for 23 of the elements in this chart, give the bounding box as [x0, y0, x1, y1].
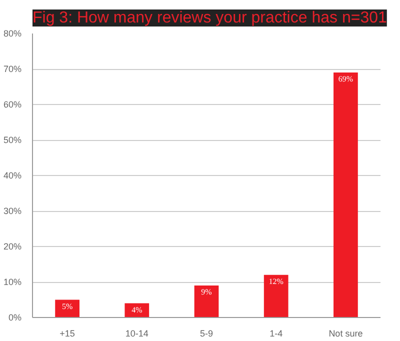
x-tick-label: 1-4 [270, 328, 283, 338]
data-label: 69% [338, 74, 354, 84]
x-tick-label: 10-14 [125, 328, 148, 338]
y-tick-label: 10% [3, 277, 22, 287]
bar [264, 274, 288, 318]
y-tick-label: 40% [3, 170, 22, 180]
x-tick-label: +15 [60, 328, 75, 338]
bar [194, 286, 219, 318]
data-label: 5% [62, 302, 73, 311]
y-tick-label: 60% [3, 100, 22, 110]
data-label: 12% [268, 276, 284, 286]
y-tick-label: 20% [3, 242, 22, 252]
data-label: 9% [201, 288, 212, 297]
chart-title: Fig 3: How many reviews your practice has n=301 [32, 10, 387, 26]
bar [334, 72, 358, 318]
data-label: 4% [132, 305, 143, 314]
y-tick-label: 50% [3, 135, 22, 145]
y-tick-label: 0% [8, 312, 22, 322]
x-tick-label: 5-9 [200, 328, 214, 338]
y-tick-label: 80% [3, 28, 22, 38]
y-tick-label: 70% [3, 64, 22, 74]
y-tick-label: 30% [3, 206, 22, 216]
x-tick-label: Not sure [328, 328, 363, 338]
